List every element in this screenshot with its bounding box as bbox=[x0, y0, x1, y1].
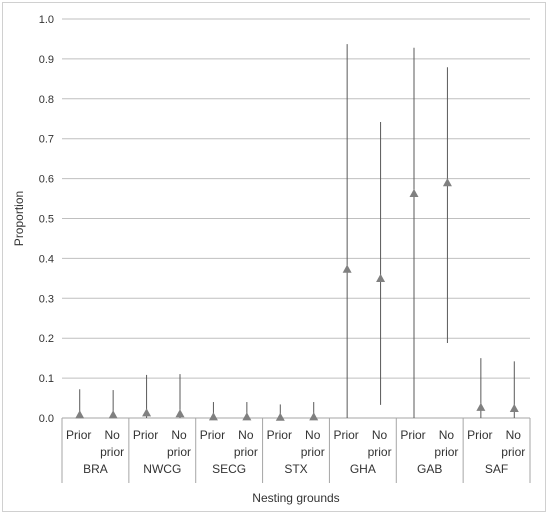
data-markers bbox=[75, 178, 519, 421]
data-point-marker bbox=[108, 410, 118, 419]
error-bars bbox=[79, 44, 515, 418]
sub-category-label: Prior bbox=[66, 428, 91, 442]
y-tick-label: 1.0 bbox=[39, 14, 54, 26]
group-label: BRA bbox=[83, 462, 108, 476]
group-label: GAB bbox=[417, 462, 442, 476]
sub-category-label: Prior bbox=[400, 428, 425, 442]
data-point-marker bbox=[309, 412, 319, 421]
x-axis-title: Nesting grounds bbox=[252, 491, 339, 505]
y-tick-label: 0.9 bbox=[39, 54, 54, 66]
sub-category-label: No bbox=[238, 428, 254, 442]
data-point-marker bbox=[275, 412, 285, 421]
data-point-marker bbox=[509, 403, 519, 413]
data-point-marker bbox=[142, 408, 152, 417]
sub-category-label: No bbox=[104, 428, 120, 442]
group-label: STX bbox=[284, 462, 307, 476]
sub-category-label: Prior bbox=[267, 428, 292, 442]
data-point-marker bbox=[409, 188, 419, 197]
data-point-marker bbox=[442, 178, 452, 187]
sub-category-label: No bbox=[439, 428, 455, 442]
y-tick-label: 0.7 bbox=[39, 134, 54, 146]
y-tick-label: 0.0 bbox=[39, 413, 54, 425]
sub-category-label: No bbox=[171, 428, 187, 442]
data-point-marker bbox=[75, 410, 85, 419]
data-point-marker bbox=[476, 402, 486, 411]
data-point-marker bbox=[242, 412, 252, 421]
sub-category-label: No bbox=[506, 428, 522, 442]
sub-category-label: No bbox=[305, 428, 321, 442]
chart-frame: 0.0 0.1 0.2 0.3 0.4 0.5 0.6 0.7 0.8 0.9 1.0 BRA Pri… bbox=[2, 2, 546, 512]
x-category-labels: BRA Prior No prior NWCG Prior No prior SECG Prior… bbox=[66, 428, 525, 476]
sub-category-label: Prior bbox=[133, 428, 158, 442]
group-label: SAF bbox=[485, 462, 508, 476]
y-tick-label: 0.8 bbox=[39, 94, 54, 106]
data-point-marker bbox=[175, 409, 185, 418]
sub-category-label: prior bbox=[100, 445, 124, 459]
gridlines bbox=[62, 18, 530, 379]
sub-category-label: prior bbox=[234, 445, 258, 459]
sub-category-label: prior bbox=[301, 445, 325, 459]
sub-category-label: Prior bbox=[200, 428, 225, 442]
y-tick-label: 0.2 bbox=[39, 333, 54, 345]
sub-category-label: prior bbox=[167, 445, 191, 459]
sub-category-label: Prior bbox=[333, 428, 358, 442]
group-label: NWCG bbox=[143, 462, 181, 476]
y-tick-label: 0.5 bbox=[39, 214, 54, 226]
data-point-marker bbox=[342, 264, 352, 273]
group-label: GHA bbox=[350, 462, 376, 476]
data-point-marker bbox=[208, 412, 218, 421]
y-tick-label: 0.6 bbox=[39, 174, 54, 186]
y-tick-label: 0.3 bbox=[39, 293, 54, 305]
sub-category-label: prior bbox=[368, 445, 392, 459]
y-axis-title: Proportion bbox=[12, 191, 26, 246]
data-point-marker bbox=[376, 273, 386, 282]
y-tick-labels: 0.0 0.1 0.2 0.3 0.4 0.5 0.6 0.7 0.8 0.9 1.0 bbox=[39, 14, 54, 425]
sub-category-label: prior bbox=[434, 445, 458, 459]
sub-category-label: Prior bbox=[467, 428, 492, 442]
sub-category-label: No bbox=[372, 428, 388, 442]
y-tick-label: 0.4 bbox=[39, 253, 54, 265]
chart-svg: 0.0 0.1 0.2 0.3 0.4 0.5 0.6 0.7 0.8 0.9 1.0 BRA Pri… bbox=[12, 14, 531, 505]
axes bbox=[61, 417, 531, 483]
group-label: SECG bbox=[212, 462, 246, 476]
y-tick-label: 0.1 bbox=[39, 373, 54, 385]
sub-category-label: prior bbox=[501, 445, 525, 459]
